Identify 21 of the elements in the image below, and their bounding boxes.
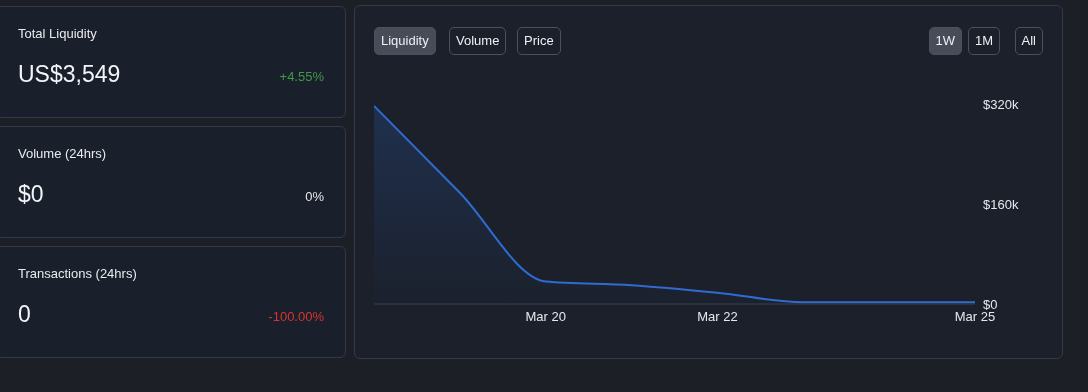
text: All: [1014, 27, 1043, 55]
text: Total Liquidity: [18, 26, 97, 41]
text: Volume: [449, 27, 507, 55]
text: 1M: [967, 27, 1000, 55]
text: $0: [18, 181, 44, 208]
text: +4.55%: [279, 69, 324, 84]
x-tick-label: Mar 25: [954, 309, 996, 325]
text: 1W: [928, 27, 962, 55]
x-tick-label: Mar 20: [525, 309, 566, 325]
text: Price: [517, 27, 561, 55]
y-tick-label: $160k: [983, 196, 1019, 212]
text: Liquidity: [374, 27, 436, 55]
text: US$3,549: [18, 61, 121, 88]
text: Volume (24hrs): [18, 146, 107, 161]
y-tick-label: $320k: [983, 96, 1019, 112]
text: 0%: [305, 189, 324, 204]
text: 0: [18, 301, 31, 328]
text: -100.00%: [268, 309, 324, 324]
text: Transactions (24hrs): [18, 266, 137, 281]
x-tick-label: Mar 22: [697, 309, 738, 325]
y-tick-label: $0: [983, 296, 998, 312]
